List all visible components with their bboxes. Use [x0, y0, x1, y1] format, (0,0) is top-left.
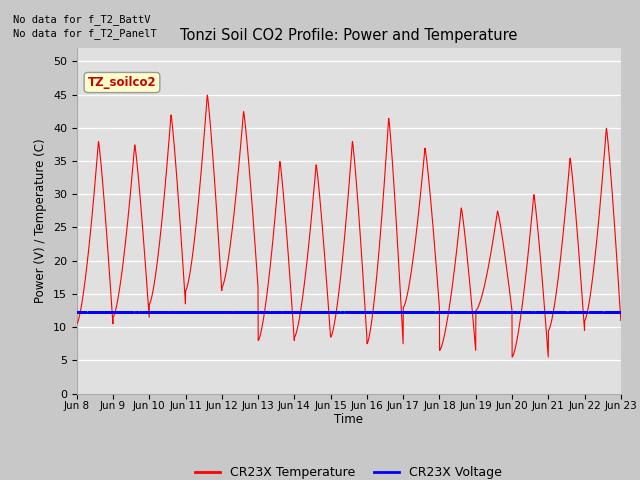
Legend: CR23X Temperature, CR23X Voltage: CR23X Temperature, CR23X Voltage: [190, 461, 508, 480]
Text: TZ_soilco2: TZ_soilco2: [88, 76, 156, 89]
Title: Tonzi Soil CO2 Profile: Power and Temperature: Tonzi Soil CO2 Profile: Power and Temper…: [180, 28, 518, 43]
X-axis label: Time: Time: [334, 413, 364, 426]
Text: No data for f_T2_BattV: No data for f_T2_BattV: [13, 13, 150, 24]
Y-axis label: Power (V) / Temperature (C): Power (V) / Temperature (C): [35, 139, 47, 303]
Text: No data for f_T2_PanelT: No data for f_T2_PanelT: [13, 28, 157, 39]
